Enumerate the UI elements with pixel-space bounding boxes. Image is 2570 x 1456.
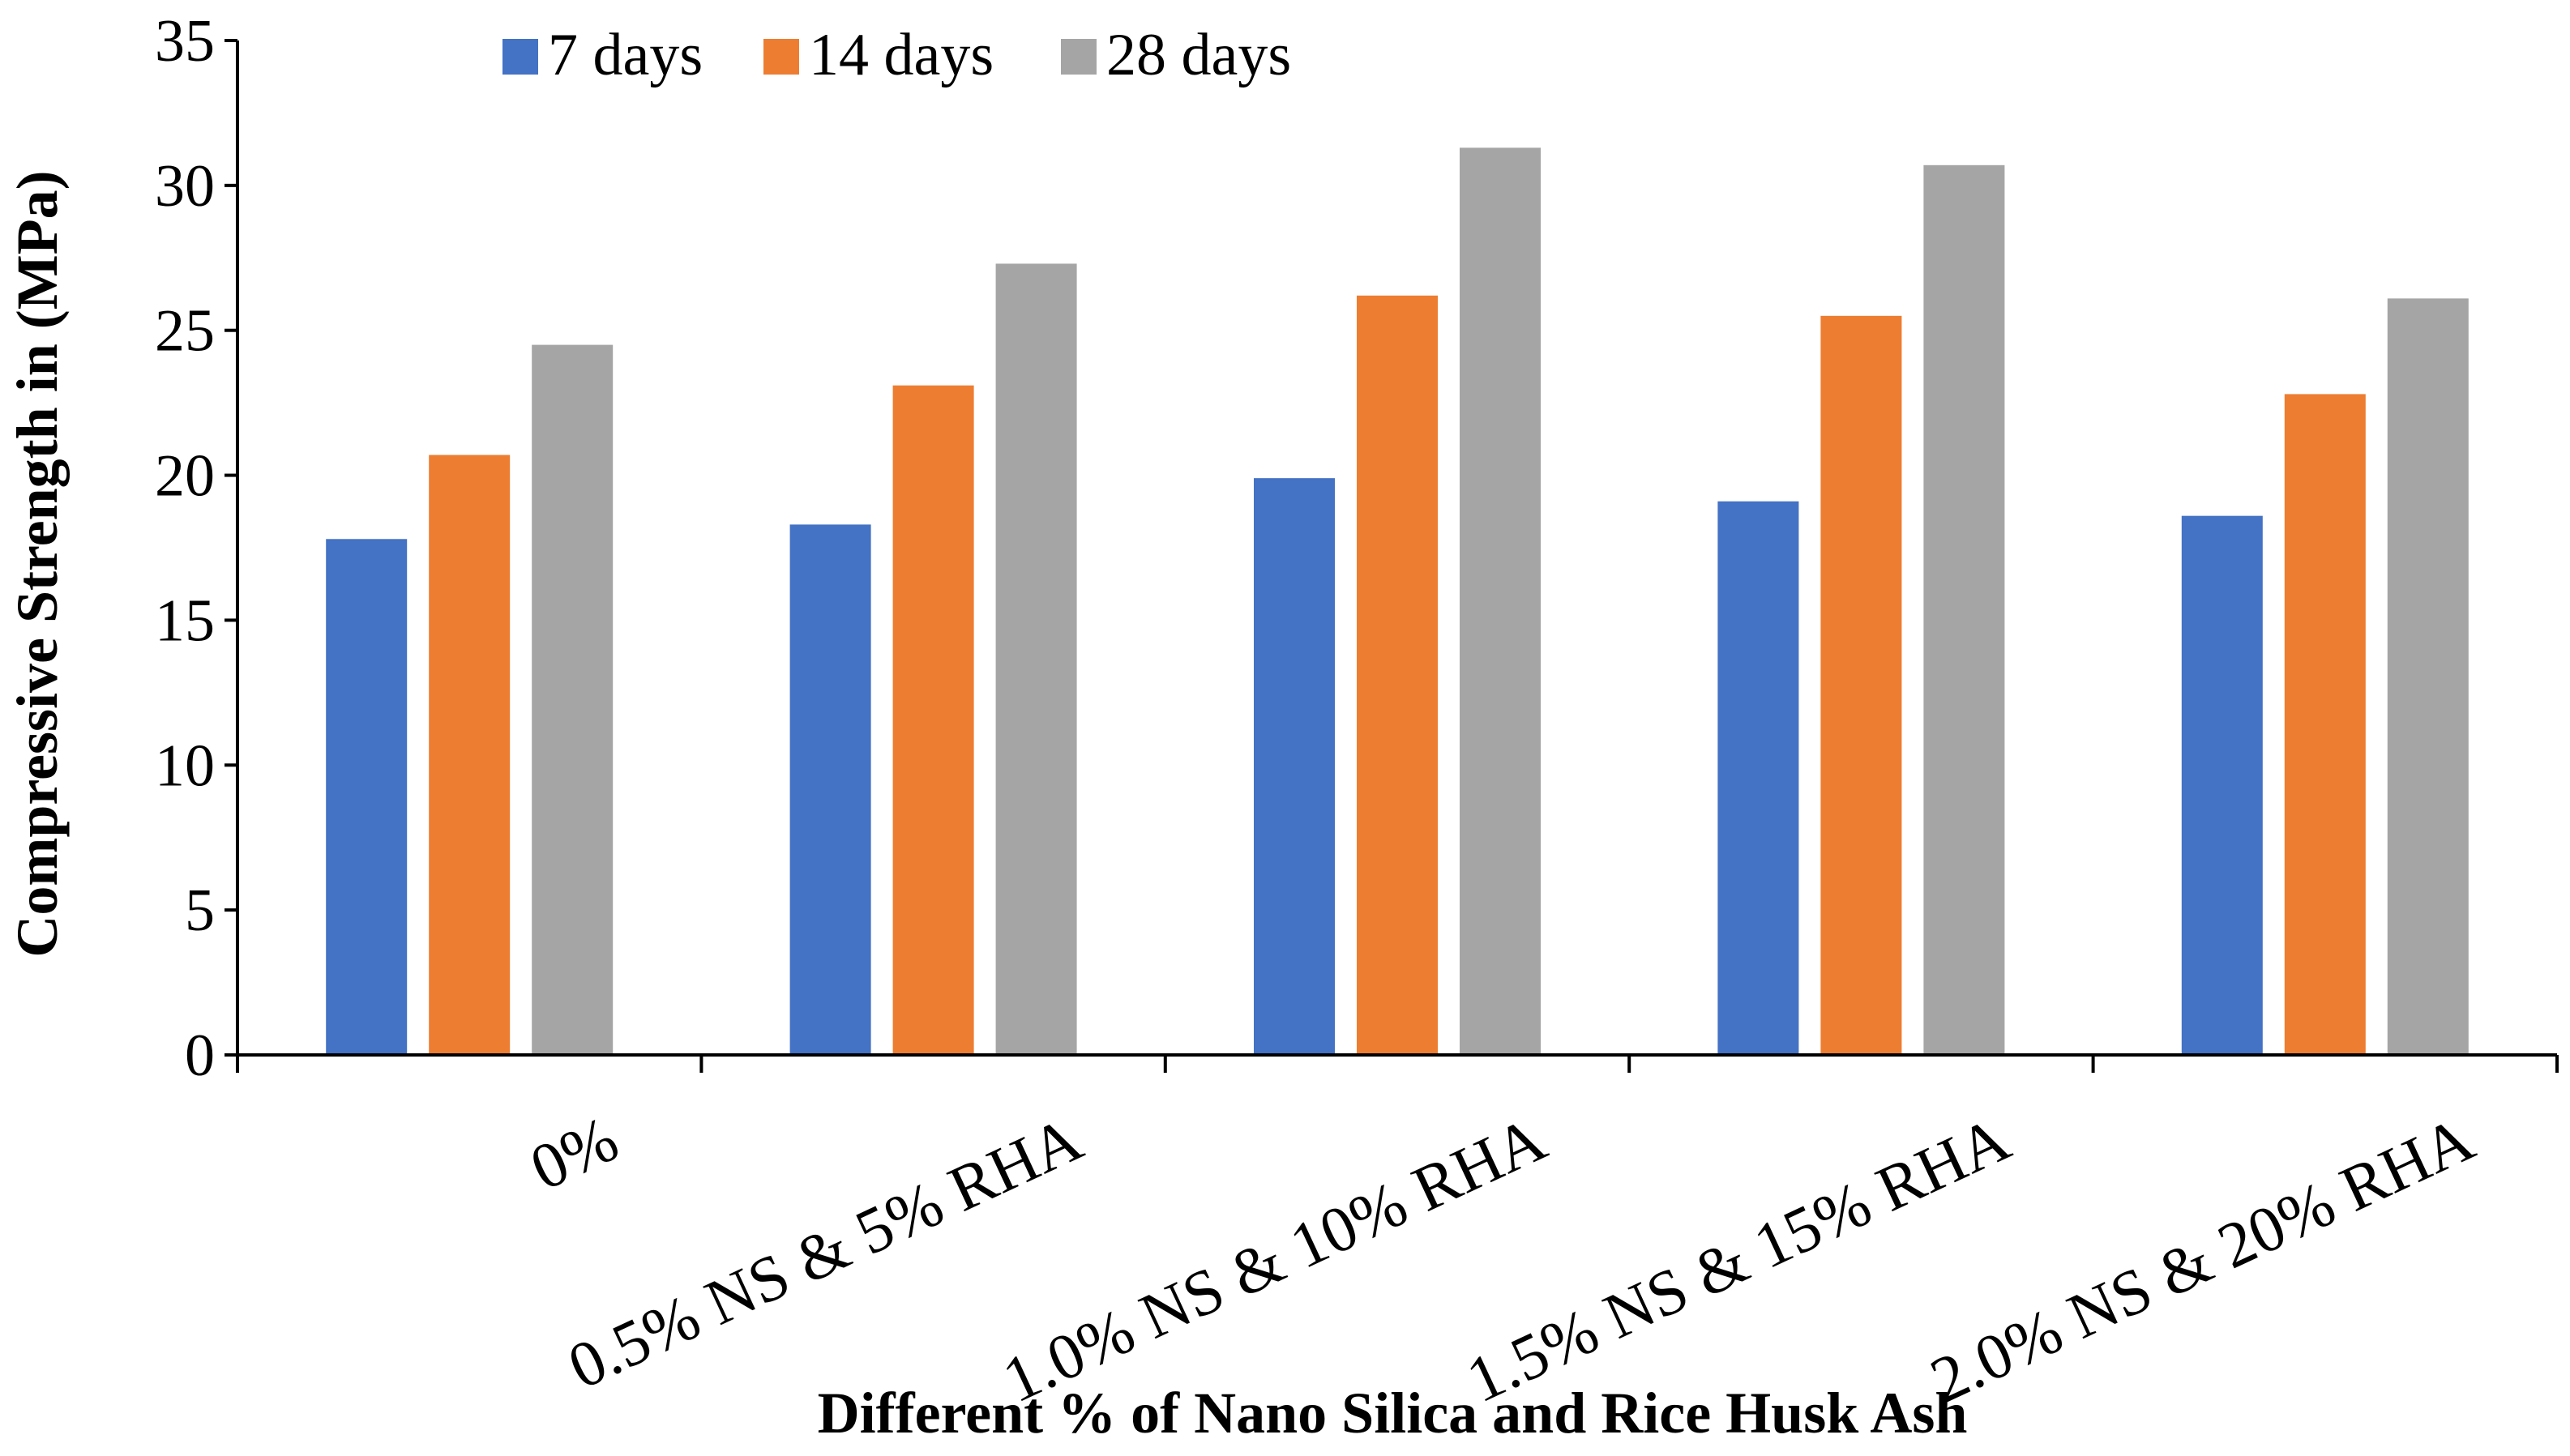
bar-7-days-cat-0 (326, 539, 408, 1055)
y-tick-label: 0 (185, 1023, 215, 1089)
bar-14-days-cat-2 (1357, 295, 1438, 1055)
y-tick-label: 5 (185, 877, 215, 944)
bar-28-days-cat-3 (1923, 164, 2005, 1055)
y-tick-label: 35 (155, 8, 215, 75)
legend-swatch (1061, 39, 1097, 75)
x-axis-title: Different % of Nano Silica and Rice Husk… (818, 1381, 1968, 1445)
bar-7-days-cat-1 (789, 524, 871, 1055)
bar-28-days-cat-0 (532, 344, 614, 1056)
y-axis-title: Compressive Strength in (MPa) (5, 170, 70, 957)
bar-14-days-cat-0 (429, 455, 511, 1055)
legend-label: 14 days (809, 22, 994, 88)
y-tick-label: 15 (155, 587, 215, 654)
bar-14-days-cat-4 (2284, 394, 2366, 1055)
legend-label: 28 days (1106, 22, 1291, 88)
bar-7-days-cat-2 (1254, 478, 1335, 1055)
bar-14-days-cat-3 (1820, 315, 1902, 1055)
bar-14-days-cat-1 (892, 385, 974, 1055)
y-tick-label: 30 (155, 153, 215, 220)
legend: 7 days 14 days 28 days (502, 22, 1291, 88)
bar-28-days-cat-2 (1460, 147, 1541, 1056)
y-ticks: 0 5 10 15 20 25 30 35 (155, 8, 237, 1089)
bar-7-days-cat-4 (2181, 515, 2263, 1055)
x-category-label: 0% (520, 1104, 629, 1205)
bar-7-days-cat-3 (1717, 501, 1799, 1055)
y-tick-label: 25 (155, 298, 215, 365)
y-tick-label: 10 (155, 732, 215, 799)
legend-swatch (763, 39, 799, 75)
bar-28-days-cat-1 (995, 263, 1077, 1055)
bars-layer (326, 147, 2469, 1056)
y-tick-label: 20 (155, 443, 215, 510)
legend-swatch (502, 39, 538, 75)
legend-label: 7 days (548, 22, 703, 88)
axes-layer (236, 41, 2557, 1057)
bar-28-days-cat-4 (2387, 298, 2469, 1055)
